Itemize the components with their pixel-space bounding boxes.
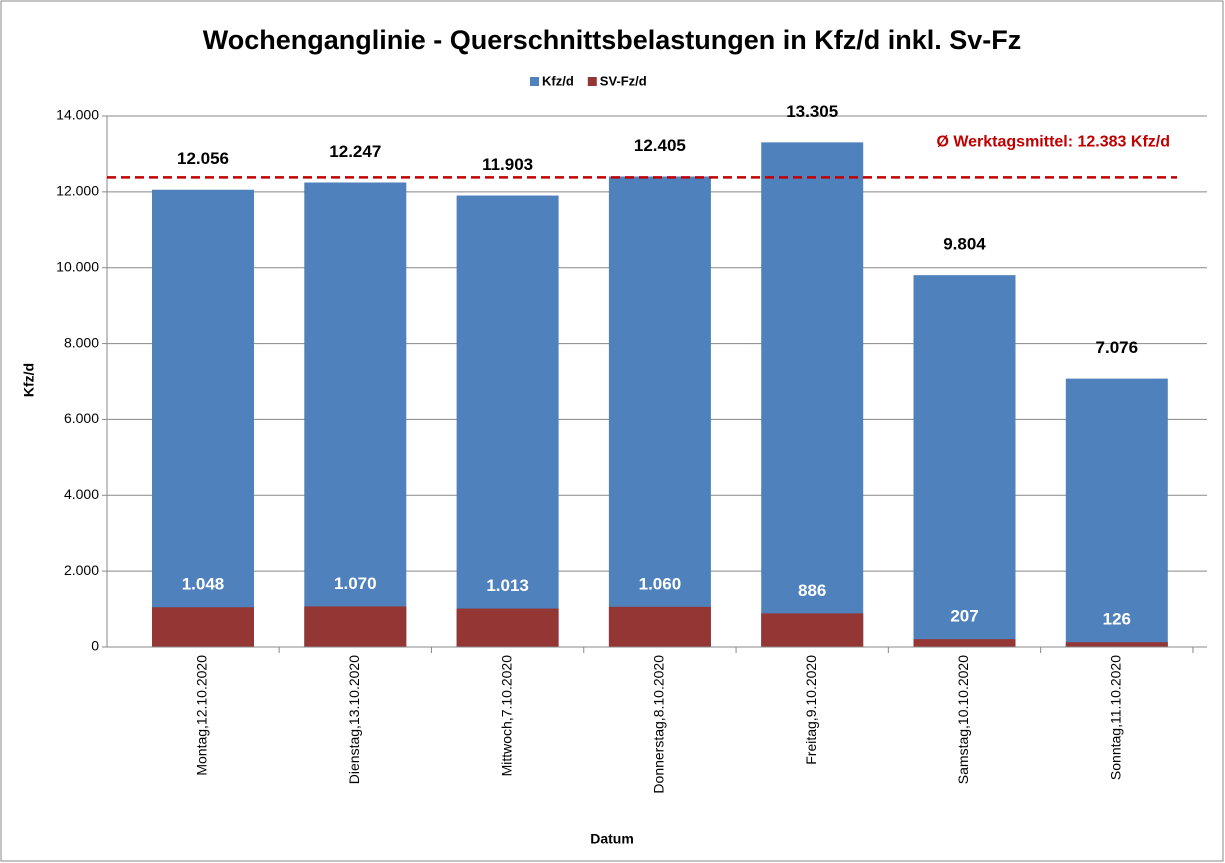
value-label: 207 [950, 607, 978, 626]
value-label: 1.070 [334, 574, 377, 593]
x-tick-label: Freitag,9.10.2020 [803, 655, 819, 765]
legend-label: SV-Fz/d [600, 73, 647, 88]
y-tick-label: 0 [91, 638, 99, 654]
bar [761, 613, 864, 647]
value-label: 12.247 [329, 142, 381, 161]
bar [456, 195, 559, 648]
y-tick-label: 2.000 [64, 562, 99, 578]
bar [913, 275, 1016, 647]
x-tick-label: Dienstag,13.10.2020 [346, 655, 362, 784]
value-label: 12.056 [177, 149, 229, 168]
y-tick-label: 6.000 [64, 410, 99, 426]
bar [913, 639, 1016, 647]
value-label: 886 [798, 581, 826, 600]
x-tick-label: Donnerstag,8.10.2020 [651, 655, 667, 794]
x-tick-label: Mittwoch,7.10.2020 [498, 655, 514, 777]
value-label: 1.013 [486, 576, 529, 595]
legend-swatch [587, 77, 597, 86]
x-axis-label: Datum [590, 831, 634, 847]
legend-label: Kfz/d [542, 73, 574, 88]
bar [456, 608, 559, 647]
bar [152, 189, 254, 647]
x-tick-label: Sonntag,11.10.2020 [1108, 655, 1124, 780]
bar [1065, 378, 1168, 647]
bar [608, 606, 711, 647]
value-label: 13.305 [786, 102, 838, 121]
y-tick-label: 12.000 [56, 183, 99, 199]
y-tick-label: 14.000 [56, 107, 99, 123]
y-tick-label: 8.000 [64, 334, 99, 350]
reference-label: Ø Werktagsmittel: 12.383 Kfz/d [936, 134, 1170, 151]
bar [304, 606, 407, 647]
bar [152, 607, 254, 647]
bar [304, 182, 407, 648]
value-label: 7.076 [1096, 338, 1139, 357]
value-label: 1.048 [182, 575, 225, 594]
y-tick-label: 10.000 [56, 258, 99, 274]
chart-title: Wochenganglinie - Querschnittsbelastunge… [203, 25, 1022, 55]
value-label: 11.903 [482, 155, 533, 174]
value-label: 126 [1103, 610, 1131, 629]
value-label: 1.060 [639, 574, 682, 593]
bar [608, 176, 711, 647]
legend-swatch [530, 77, 539, 86]
value-label: 12.405 [634, 136, 686, 155]
bar [1065, 642, 1168, 647]
x-tick-label: Montag,12.10.2020 [194, 655, 210, 776]
y-axis-label: Kfz/d [21, 363, 37, 397]
value-label: 9.804 [943, 235, 986, 254]
y-tick-label: 4.000 [64, 486, 99, 502]
x-tick-label: Samstag,10.10.2020 [955, 655, 971, 784]
bar [761, 142, 864, 647]
